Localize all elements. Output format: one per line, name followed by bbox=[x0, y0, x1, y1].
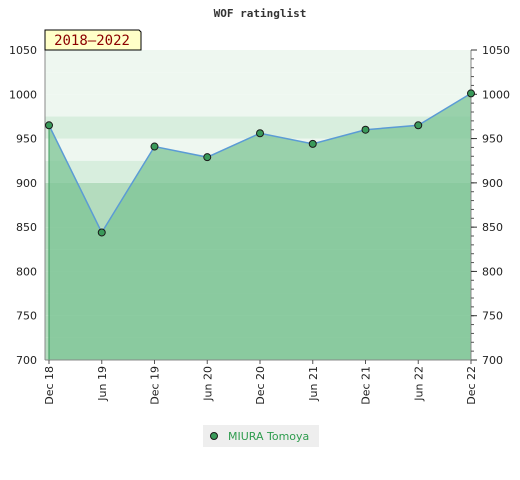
legend[interactable]: MIURA Tomoya bbox=[203, 425, 319, 447]
y-tick-label-right: 1050 bbox=[482, 44, 510, 57]
x-tick-label: Jun 20 bbox=[201, 366, 214, 402]
data-point bbox=[414, 121, 423, 130]
data-point bbox=[97, 228, 106, 237]
legend-box bbox=[203, 425, 319, 447]
y-tick-label-right: 700 bbox=[482, 354, 503, 367]
data-point bbox=[467, 89, 475, 98]
x-tick-label: Dec 20 bbox=[254, 366, 267, 405]
y-tick-label-right: 800 bbox=[482, 265, 503, 278]
period-badge-box bbox=[44, 29, 142, 51]
series-markers bbox=[45, 89, 475, 237]
period-badge: 2018–2022 bbox=[44, 29, 142, 51]
x-tick-label: Jun 21 bbox=[307, 366, 320, 402]
axes: 700 700 750 750 800 800 850 850 900 900 950 950 1000… bbox=[9, 44, 510, 405]
y-tick-label-left: 700 bbox=[16, 354, 37, 367]
x-tick-label: Jun 22 bbox=[412, 366, 425, 402]
y-tick-label-right: 950 bbox=[482, 133, 503, 146]
data-point bbox=[45, 121, 53, 130]
y-tick-label-left: 900 bbox=[16, 177, 37, 190]
y-tick-label-right: 1000 bbox=[482, 88, 510, 101]
data-point bbox=[256, 129, 264, 138]
data-point bbox=[203, 153, 212, 162]
period-badge-label: 2018–2022 bbox=[54, 33, 130, 49]
x-tick-label: Jun 19 bbox=[96, 366, 109, 402]
grid-band bbox=[45, 50, 471, 73]
y-tick-label-left: 750 bbox=[16, 310, 37, 323]
y-tick-label-left: 1050 bbox=[9, 44, 37, 57]
y-tick-label-left: 950 bbox=[16, 133, 37, 146]
y-tick-label-right: 900 bbox=[482, 177, 503, 190]
y-tick-label-right: 850 bbox=[482, 221, 503, 234]
x-tick-label: Dec 22 bbox=[465, 366, 478, 405]
x-tick-label: Dec 19 bbox=[149, 366, 162, 405]
y-tick-label-left: 1000 bbox=[9, 88, 37, 101]
data-point bbox=[150, 142, 159, 151]
x-tick-label: Dec 21 bbox=[360, 366, 373, 405]
y-tick-label-left: 800 bbox=[16, 265, 37, 278]
legend-marker bbox=[210, 432, 218, 440]
series-area-fill bbox=[49, 93, 471, 361]
data-point bbox=[361, 125, 370, 134]
grid-band bbox=[45, 72, 471, 95]
y-tick-label-right: 750 bbox=[482, 310, 503, 323]
data-point bbox=[308, 139, 317, 148]
y-tick-label-left: 850 bbox=[16, 221, 37, 234]
chart-title: WOF ratinglist bbox=[214, 7, 307, 20]
grid-band bbox=[45, 94, 471, 117]
x-tick-label: Dec 18 bbox=[43, 366, 56, 405]
legend-label-series: MIURA Tomoya bbox=[228, 430, 309, 443]
